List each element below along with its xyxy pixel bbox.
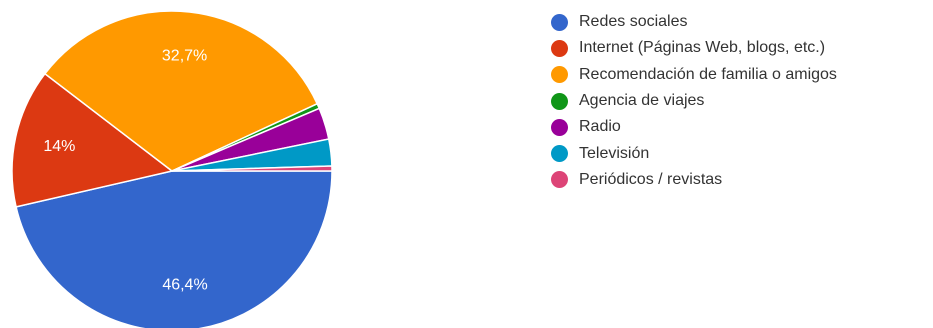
legend-label: Agencia de viajes: [579, 92, 705, 110]
slice-label-1: 46,4%: [162, 277, 207, 294]
legend-label: Periódicos / revistas: [579, 170, 723, 188]
legend-label: Radio: [579, 118, 621, 136]
legend-swatch: [551, 118, 568, 136]
legend-swatch: [551, 13, 568, 31]
legend: Redes sociales Internet (Páginas Web, blo…: [551, 9, 837, 193]
legend-item-6: Televisión: [551, 140, 837, 166]
pie-slice-3: [43, 10, 319, 172]
slice-label-3: 32,7%: [162, 48, 207, 65]
legend-swatch: [551, 66, 568, 84]
legend-swatch: [551, 145, 568, 163]
legend-item-7: Periódicos / revistas: [551, 167, 837, 193]
legend-item-1: Redes sociales: [551, 9, 837, 35]
legend-item-5: Radio: [551, 114, 837, 140]
pie-slice-1: [15, 170, 333, 328]
legend-swatch: [551, 171, 568, 189]
legend-item-3: Recomendación de familia o amigos: [551, 62, 837, 88]
legend-item-2: Internet (Páginas Web, blogs, etc.): [551, 35, 837, 61]
slice-label-2: 14%: [43, 138, 75, 155]
legend-label: Televisión: [579, 144, 650, 162]
legend-label: Redes sociales: [579, 13, 688, 31]
legend-label: Internet (Páginas Web, blogs, etc.): [579, 39, 826, 57]
legend-swatch: [551, 39, 568, 57]
pie-chart: 46,4% 14% 32,7%: [11, 10, 333, 328]
pie-slice-7: [171, 165, 333, 172]
pie-slice-2: [11, 72, 174, 208]
legend-label: Recomendación de familia o amigos: [579, 65, 837, 83]
legend-swatch: [551, 92, 568, 110]
legend-item-4: Agencia de viajes: [551, 88, 837, 114]
